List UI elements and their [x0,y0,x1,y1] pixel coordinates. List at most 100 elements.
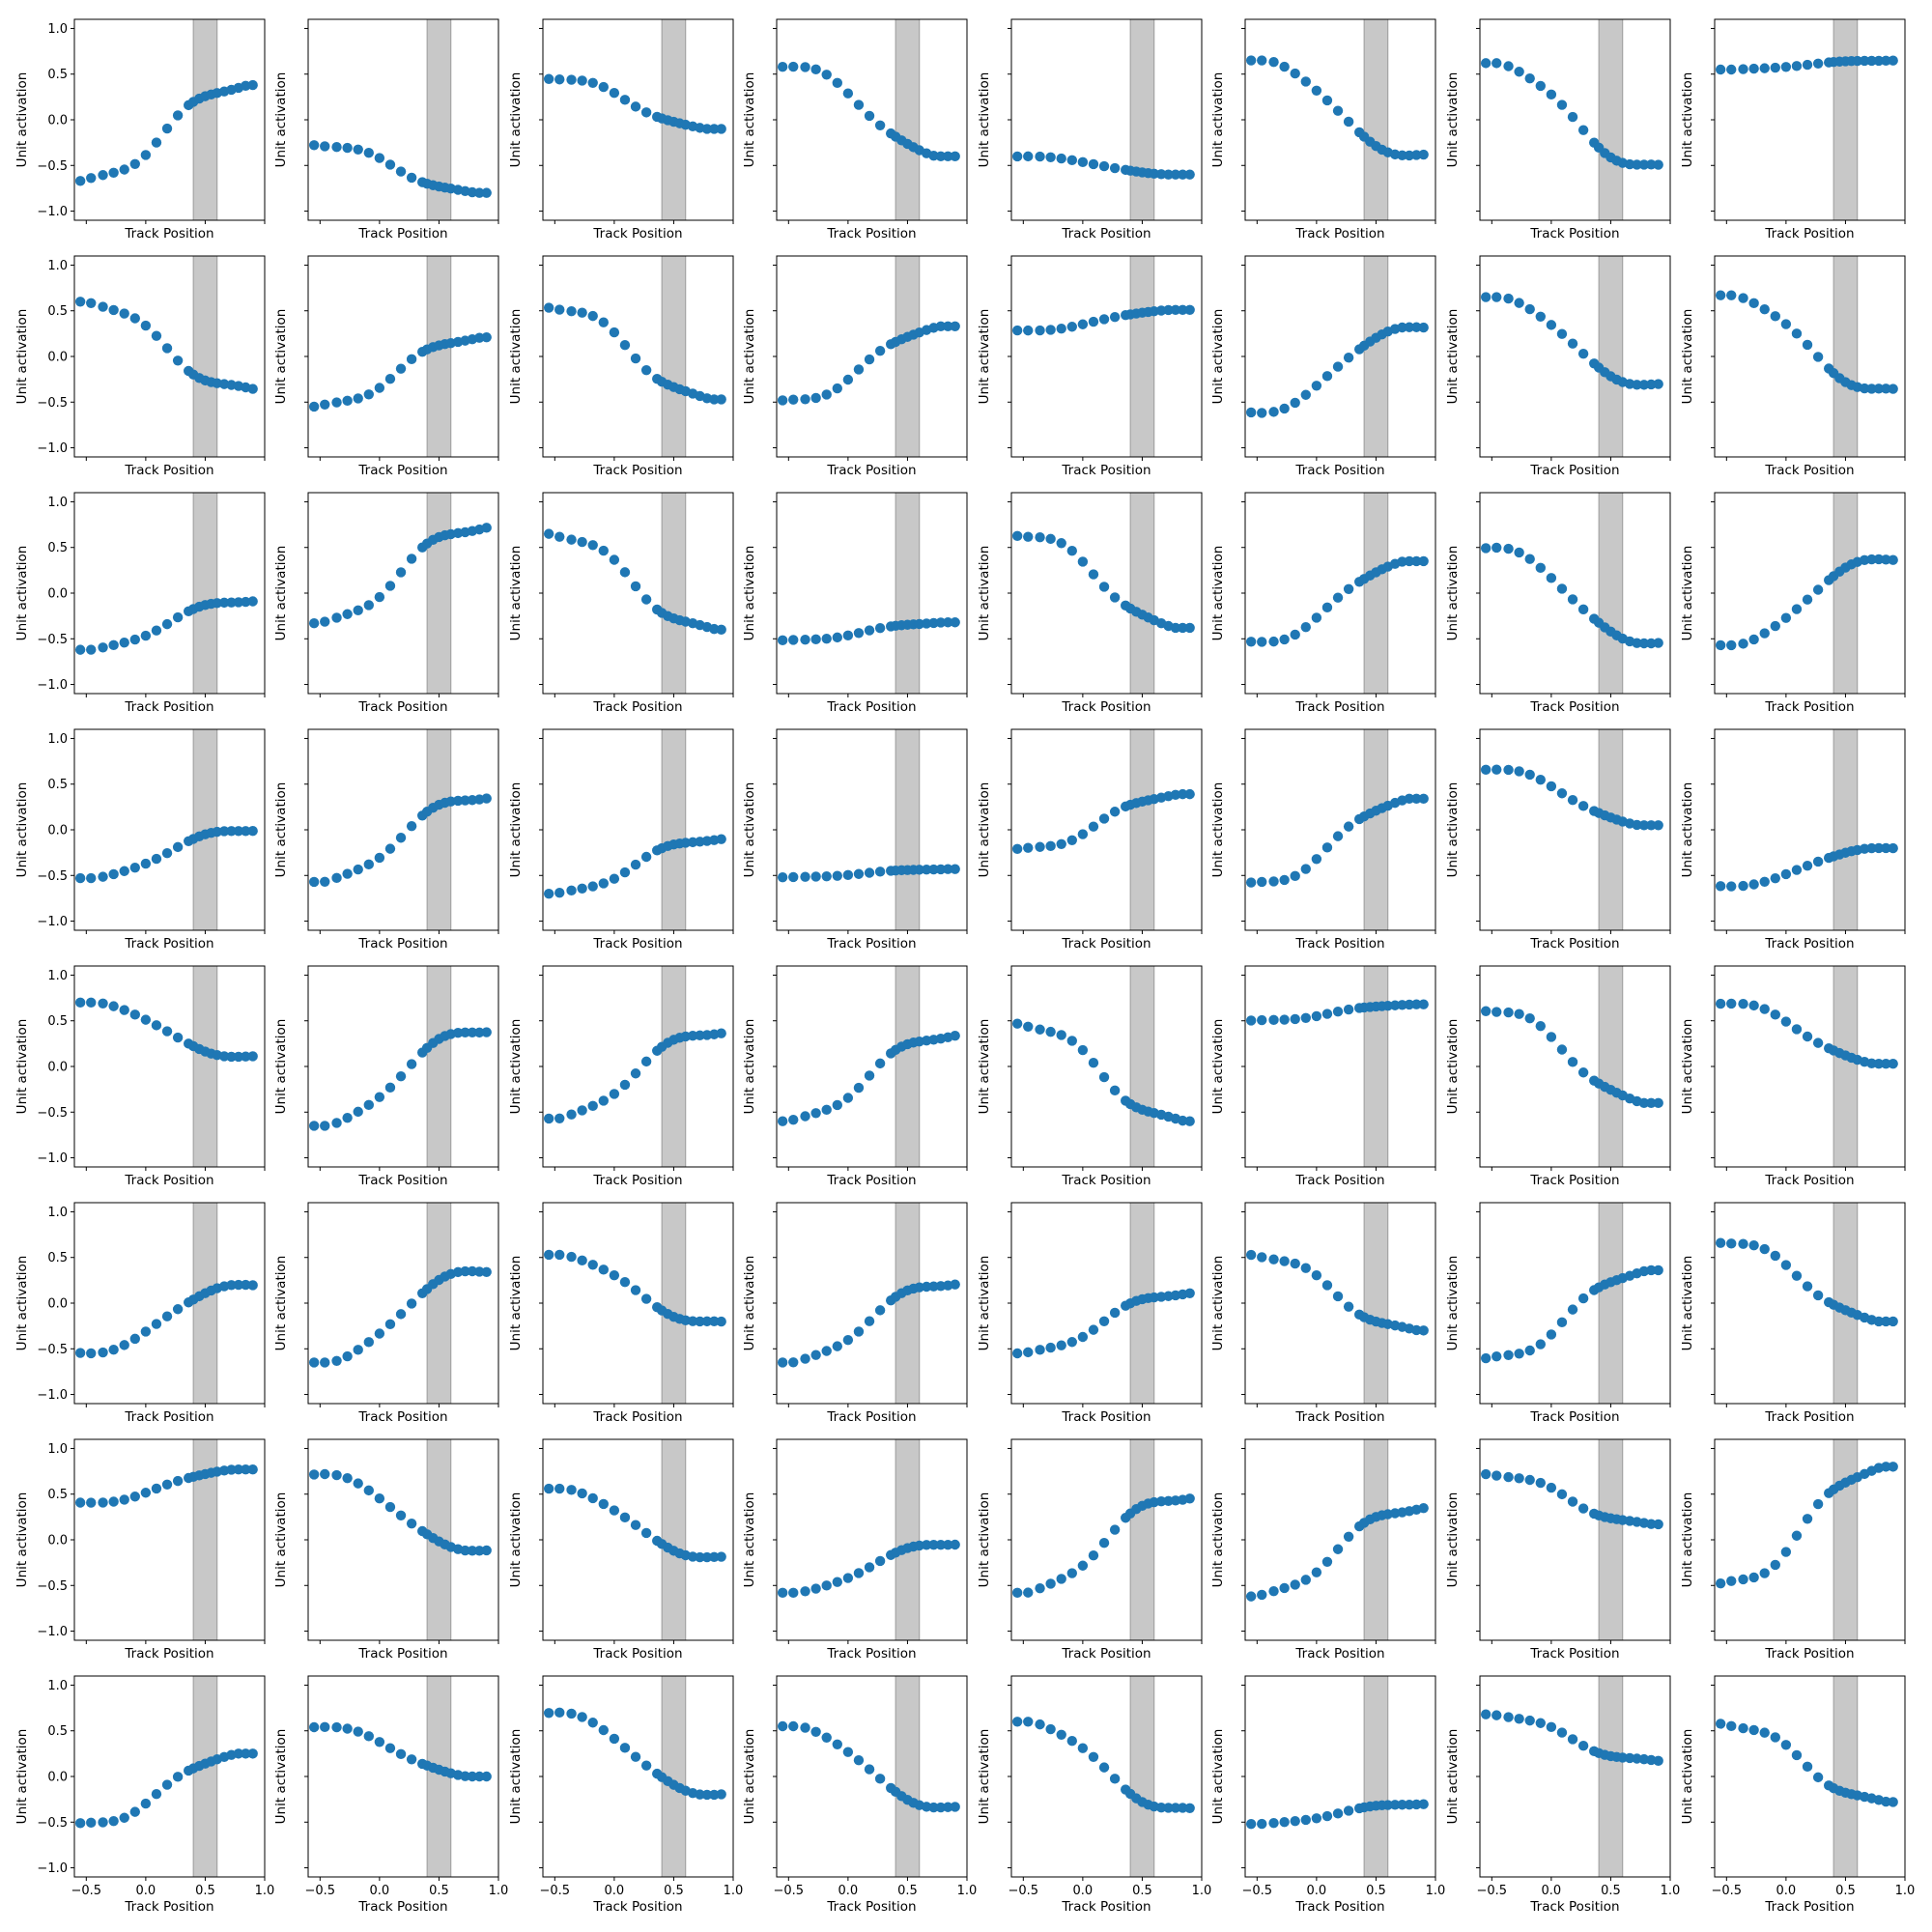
data-point [1738,880,1748,892]
data-point [842,1334,854,1346]
data-point [788,871,799,883]
data-point [1726,64,1737,75]
data-point [1279,1582,1290,1594]
shaded-band [192,1202,218,1405]
data-point [1577,1293,1589,1304]
data-point [864,1316,875,1326]
data-point [1418,149,1429,160]
x-tick-label: 0.0 [838,1884,859,1898]
data-point [1577,1741,1589,1751]
data-point [86,644,97,655]
data-point [716,1316,726,1327]
y-axis-label: Unit activation [14,1019,30,1115]
data-point [342,1350,353,1362]
data-point [1866,55,1877,67]
data-point [1535,775,1546,785]
data-point [842,1573,854,1583]
plot-frame [1010,728,1203,931]
data-point [950,151,960,162]
data-point [1577,125,1589,135]
x-axis-label: Track Position [1529,463,1619,478]
data-point [384,1743,396,1753]
data-point [566,534,577,545]
y-tick-label: −0.5 [37,396,68,411]
data-point [1109,311,1121,323]
data-point [1245,407,1257,418]
subplot: −0.5 0.0 0.5 1.0 Track Position Unit activati… [1680,1675,1916,1915]
data-point [566,1708,577,1719]
data-point [1492,542,1502,554]
data-point [1492,1350,1502,1362]
data-point [1170,169,1181,180]
data-point [1178,169,1188,180]
data-point [701,1551,713,1563]
plot-frame [542,1202,734,1405]
data-point [619,95,631,105]
data-point [1343,1004,1354,1015]
data-point [1738,998,1748,1009]
data-point [384,1501,396,1513]
data-point [119,866,129,876]
data-point [1546,1721,1557,1733]
data-point [474,1027,485,1038]
subplot: Track Position Unit activation [1680,492,1906,715]
data-point [609,1505,620,1516]
data-point [788,1587,799,1599]
data-point [874,345,886,356]
data-point [353,1106,363,1118]
data-point [1888,384,1898,394]
data-point [619,1512,631,1523]
y-axis-label: Unit activation [508,782,524,878]
data-point [1770,62,1780,73]
subplot: Track Position Unit activation [508,1202,734,1425]
data-point [467,1771,478,1782]
data-point [1257,408,1267,418]
data-point [1332,1544,1344,1554]
plot-frame [542,1675,734,1878]
data-point [1653,1519,1663,1530]
data-point [481,523,492,533]
data-point [474,1771,485,1782]
data-point [1748,1239,1759,1251]
subplot: Track Position Unit activation [1210,1438,1436,1662]
data-point [1011,325,1023,336]
data-point [1077,319,1089,329]
data-point [1881,55,1891,67]
data-point [331,142,342,153]
data-point [1748,1000,1759,1011]
data-point [320,1721,330,1733]
x-tick-label: −0.5 [305,1884,336,1898]
subplot: Track Position Unit activation [1680,1438,1906,1662]
data-point [1023,842,1034,853]
data-point [1881,1058,1891,1069]
data-point [1170,304,1181,315]
data-point [140,1798,152,1809]
y-tick-label: −1.0 [37,1388,68,1403]
data-point [943,864,953,874]
x-tick-label: 1.0 [1895,1884,1916,1898]
data-point [587,1718,598,1728]
shaded-band [661,1202,687,1405]
data-point [1321,1556,1333,1567]
data-point [1715,881,1726,892]
data-point [1791,1024,1803,1035]
data-point [914,618,924,630]
data-point [1738,1238,1748,1249]
data-point [395,1510,407,1520]
subplot: −1.0 −0.5 0.0 0.5 1.0 Track Position Unit acti… [14,1202,266,1425]
data-point [640,1056,652,1067]
data-point [716,1551,726,1562]
data-point [172,1304,184,1315]
shaded-band [1598,965,1624,1168]
y-axis-label: Unit activation [1680,1019,1695,1115]
data-point [1184,1493,1195,1504]
data-point [1098,160,1110,172]
shaded-band [661,965,687,1168]
data-point [151,1789,162,1800]
data-point [129,862,140,873]
data-point [218,1051,230,1062]
y-tick-label: 0.0 [47,351,68,365]
data-point [943,151,953,162]
data-point [716,834,726,844]
data-point [308,876,320,888]
